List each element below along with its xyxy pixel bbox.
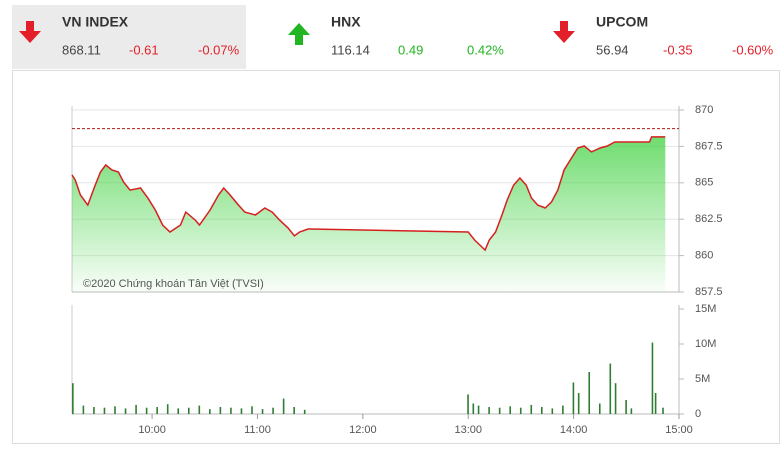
volume-bar <box>303 409 306 414</box>
volume-bar <box>541 407 543 414</box>
volume-bar <box>477 405 480 414</box>
volume-bar <box>156 407 158 414</box>
index-change: -0.35 <box>663 42 693 57</box>
x-tick-label: 11:00 <box>244 424 271 436</box>
volume-bar <box>166 404 169 414</box>
index-percent: -0.60% <box>732 42 774 57</box>
index-change: -0.61 <box>129 42 159 57</box>
direction-arrow <box>19 21 41 43</box>
x-tick-label: 13:00 <box>454 424 482 436</box>
volume-bar <box>251 406 253 414</box>
volume-bar <box>662 407 664 414</box>
direction-arrow <box>288 23 310 45</box>
index-value: 868.11 <box>62 42 101 57</box>
volume-bar <box>598 403 601 414</box>
x-tick-label: 14:00 <box>560 424 588 436</box>
index-name[interactable]: VN INDEX <box>62 14 129 30</box>
price-area <box>72 136 666 292</box>
volume-bar <box>240 408 243 414</box>
y-tick-label: 5M <box>695 373 710 385</box>
direction-arrow <box>553 21 575 43</box>
volume-bar <box>651 342 654 414</box>
index-name[interactable]: UPCOM <box>596 14 648 30</box>
volume-bar <box>135 404 137 414</box>
volume-bar <box>530 404 533 414</box>
volume-bar <box>572 382 575 414</box>
y-tick-label: 870 <box>695 104 713 116</box>
volume-bar <box>467 394 469 414</box>
volume-bar <box>82 405 85 414</box>
index-name[interactable]: HNX <box>331 14 361 30</box>
volume-bar <box>103 407 106 414</box>
volume-bar <box>519 407 522 414</box>
volume-bar <box>654 393 657 414</box>
volume-bar <box>630 408 633 414</box>
index-value: 116.14 <box>331 42 370 57</box>
volume-bar <box>124 408 127 414</box>
y-tick-label: 865 <box>695 177 713 189</box>
volume-bar <box>577 393 580 414</box>
volume-bar <box>198 405 201 414</box>
volume-bar <box>187 407 190 414</box>
volume-bar <box>614 383 617 414</box>
y-tick-label: 10M <box>695 338 716 350</box>
volume-bar <box>219 407 222 414</box>
volume-bar <box>562 405 564 414</box>
volume-bar <box>488 407 490 414</box>
volume-bar <box>509 406 511 414</box>
watermark: ©2020 Chứng khoán Tân Việt (TVSI) <box>83 278 264 290</box>
volume-bar <box>114 406 116 414</box>
price-line <box>71 136 666 252</box>
index-change: 0.49 <box>398 42 423 57</box>
y-tick-label: 862.5 <box>695 213 723 225</box>
index-percent: -0.07% <box>198 42 240 57</box>
volume-bar <box>625 400 627 414</box>
x-tick-label: 15:00 <box>665 424 693 436</box>
volume-bar <box>609 363 612 414</box>
index-value: 56.94 <box>596 42 629 57</box>
volume-bar <box>93 407 95 414</box>
volume-bar <box>282 398 285 414</box>
volume-bar <box>230 407 232 414</box>
volume-bar <box>209 409 211 414</box>
volume-bar <box>293 407 295 414</box>
x-tick-label: 12:00 <box>349 424 377 436</box>
index-percent: 0.42% <box>467 42 504 57</box>
volume-bar <box>472 403 475 414</box>
volume-bar <box>177 408 180 414</box>
y-tick-label: 867.5 <box>695 140 723 152</box>
y-tick-label: 0 <box>695 408 701 420</box>
y-tick-label: 860 <box>695 250 713 262</box>
volume-bar <box>272 407 274 414</box>
volume-bar <box>261 409 264 414</box>
volume-bar <box>145 407 148 414</box>
volume-bar <box>72 383 74 414</box>
x-tick-label: 10:00 <box>138 424 166 436</box>
volume-bar <box>551 408 554 414</box>
y-tick-label: 15M <box>695 303 716 315</box>
volume-bar <box>588 372 591 414</box>
y-tick-label: 857.5 <box>695 286 723 298</box>
active-tab-bg <box>12 5 246 69</box>
volume-bar <box>498 407 501 414</box>
